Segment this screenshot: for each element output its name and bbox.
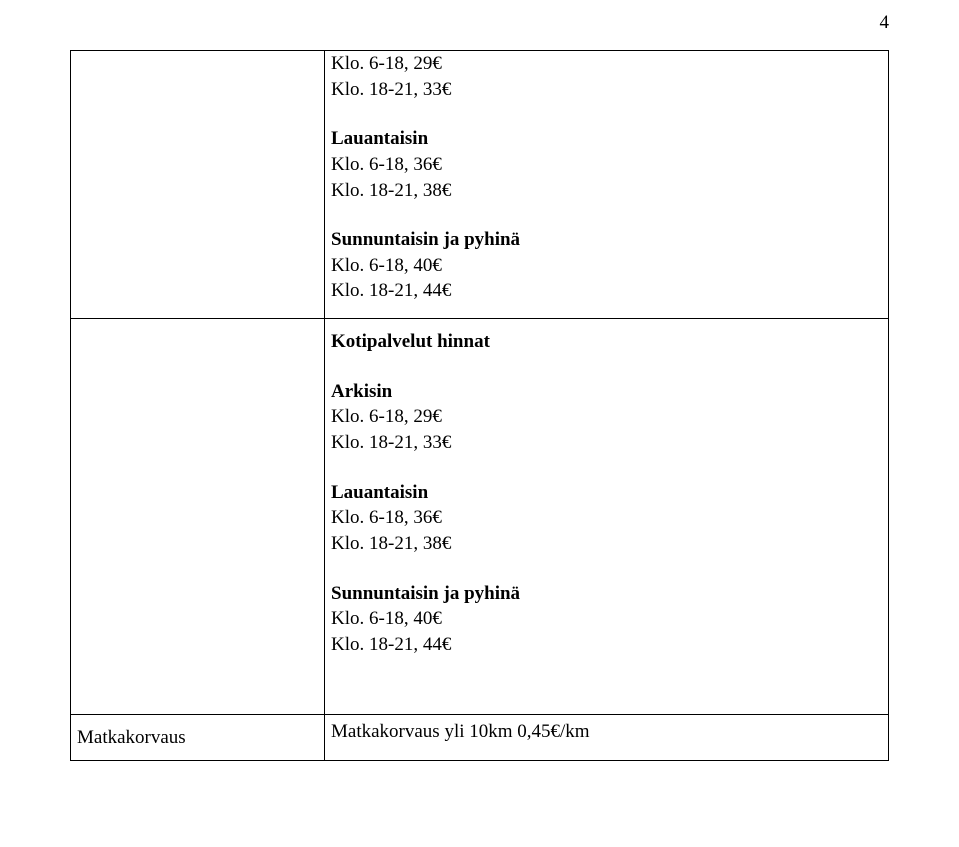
- price-line: Klo. 6-18, 36€: [331, 152, 882, 178]
- spacer: [331, 682, 882, 706]
- price-line: Klo. 18-21, 33€: [331, 77, 882, 103]
- spacer: [331, 557, 882, 581]
- table-row: Matkakorvaus Matkakorvaus yli 10km 0,45€…: [71, 714, 889, 761]
- sunday-heading: Sunnuntaisin ja pyhinä: [331, 227, 882, 253]
- weekday-heading: Arkisin: [331, 379, 882, 405]
- table-row: Klo. 6-18, 29€ Klo. 18-21, 33€ Lauantais…: [71, 51, 889, 319]
- price-line: Klo. 6-18, 40€: [331, 606, 882, 632]
- price-line: Klo. 18-21, 44€: [331, 632, 882, 658]
- saturday-heading: Lauantaisin: [331, 126, 882, 152]
- row3-left-cell: Matkakorvaus: [71, 714, 325, 761]
- price-line: Klo. 6-18, 29€: [331, 404, 882, 430]
- table-row: Kotipalvelut hinnat Arkisin Klo. 6-18, 2…: [71, 319, 889, 714]
- spacer: [331, 456, 882, 480]
- row2-left-cell: [71, 319, 325, 714]
- pricing-table: Klo. 6-18, 29€ Klo. 18-21, 33€ Lauantais…: [70, 50, 889, 761]
- price-line: Klo. 6-18, 29€: [331, 51, 882, 77]
- page-number: 4: [880, 12, 890, 34]
- box1-content: Klo. 6-18, 29€ Klo. 18-21, 33€ Lauantais…: [325, 51, 888, 318]
- box2-content: Kotipalvelut hinnat Arkisin Klo. 6-18, 2…: [325, 319, 888, 713]
- kotipalvelut-heading: Kotipalvelut hinnat: [331, 329, 882, 355]
- spacer: [331, 355, 882, 379]
- matkakorvaus-value: Matkakorvaus yli 10km 0,45€/km: [325, 715, 888, 753]
- price-line: Klo. 6-18, 36€: [331, 505, 882, 531]
- price-line: Klo. 18-21, 38€: [331, 531, 882, 557]
- spacer: [331, 102, 882, 126]
- content-area: Klo. 6-18, 29€ Klo. 18-21, 33€ Lauantais…: [70, 50, 889, 761]
- spacer: [331, 658, 882, 682]
- row1-right-cell: Klo. 6-18, 29€ Klo. 18-21, 33€ Lauantais…: [325, 51, 889, 319]
- sunday-heading: Sunnuntaisin ja pyhinä: [331, 581, 882, 607]
- page: 4 Klo. 6-18, 29€ Klo. 18-21, 33€ Lauanta…: [0, 0, 959, 847]
- price-line: Klo. 6-18, 40€: [331, 253, 882, 279]
- spacer: [331, 203, 882, 227]
- price-line: Klo. 18-21, 44€: [331, 278, 882, 304]
- saturday-heading: Lauantaisin: [331, 480, 882, 506]
- row2-right-cell: Kotipalvelut hinnat Arkisin Klo. 6-18, 2…: [325, 319, 889, 714]
- spacer: [331, 304, 882, 310]
- row1-left-cell: [71, 51, 325, 319]
- price-line: Klo. 18-21, 33€: [331, 430, 882, 456]
- row3-right-cell: Matkakorvaus yli 10km 0,45€/km: [325, 714, 889, 761]
- price-line: Klo. 18-21, 38€: [331, 178, 882, 204]
- matkakorvaus-label: Matkakorvaus: [71, 715, 324, 761]
